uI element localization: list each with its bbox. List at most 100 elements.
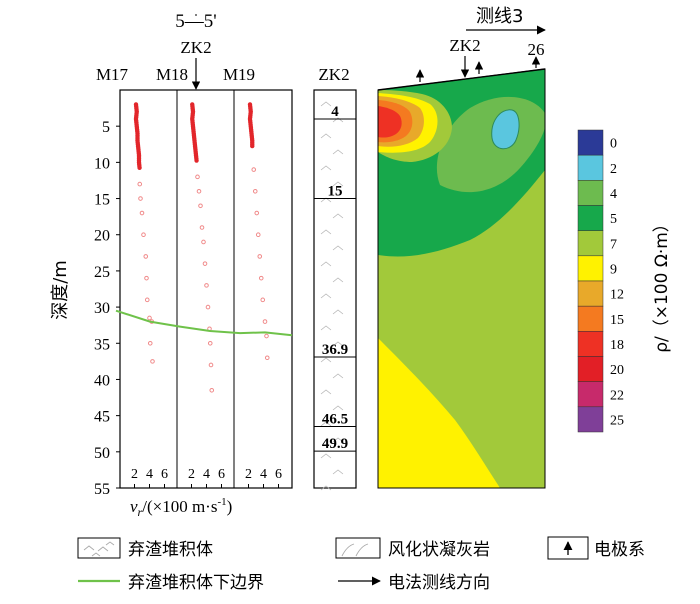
section-label: 5—5' xyxy=(175,11,216,32)
colorbar-swatch xyxy=(577,356,604,382)
colorbar-level-label: 5 xyxy=(610,212,617,227)
velocity-point xyxy=(205,304,211,310)
tuff-hatch-icon xyxy=(335,537,381,559)
legend-label-boundary: 弃渣堆积体下边界 xyxy=(128,573,264,593)
resistivity-borehole-label: ZK2 xyxy=(449,36,480,55)
depth-tick-label: 5 xyxy=(102,119,110,136)
colorbar-swatch xyxy=(577,280,604,307)
colorbar-swatch xyxy=(577,230,604,257)
velocity-point xyxy=(198,203,203,209)
borehole-depth-label: 4 xyxy=(331,104,339,120)
debris-lower-boundary-line xyxy=(115,309,293,337)
velocity-point xyxy=(196,189,202,194)
colorbar-level-label: 18 xyxy=(610,338,624,353)
colorbar-level-label: 0 xyxy=(610,137,617,152)
depth-tick-label: 10 xyxy=(94,155,110,172)
colorbar-level-label: 22 xyxy=(610,388,624,403)
velocity-tick-label: 2 xyxy=(131,467,138,482)
velocity-point xyxy=(262,319,268,324)
depth-tick-label: 15 xyxy=(94,192,110,209)
depth-ticks: 5 10 15 20 25 30 35 40 45 50 55 xyxy=(94,119,120,498)
borehole-column-frame xyxy=(313,89,357,489)
velocity-point xyxy=(208,362,214,368)
colorbar-swatch xyxy=(577,154,604,181)
colorbar-level-label: 2 xyxy=(610,162,617,177)
colorbar-level-label: 7 xyxy=(610,237,617,252)
resistivity-panel: 测线3 ZK2 26 xyxy=(377,6,546,489)
velocity-tick-label: 6 xyxy=(161,467,168,482)
colorbar-swatch xyxy=(577,180,604,206)
end-station-label: 26 xyxy=(528,40,545,59)
velocity-tick-label: 6 xyxy=(275,467,282,482)
velocity-point xyxy=(144,297,150,303)
contour-band-9 xyxy=(378,338,500,488)
colorbar-level-label: 25 xyxy=(610,413,624,428)
velocity-point xyxy=(194,158,199,163)
depth-tick-label: 55 xyxy=(94,481,110,498)
survey-line-label: 测线3 xyxy=(476,6,523,27)
velocity-point xyxy=(138,196,143,201)
station-label-m19: M19 xyxy=(223,65,255,84)
velocity-point xyxy=(255,232,261,238)
velocity-point xyxy=(141,232,146,238)
colorbar-level-label: 4 xyxy=(610,187,617,202)
colorbar-swatch xyxy=(577,255,604,282)
velocity-point xyxy=(137,181,143,187)
velocity-point xyxy=(250,143,255,149)
velocity-point xyxy=(143,254,149,259)
velocity-point xyxy=(258,275,264,281)
velocity-point xyxy=(257,254,263,259)
velocity-tick-label: 4 xyxy=(203,467,210,482)
depth-tick-label: 20 xyxy=(94,228,110,245)
borehole-depth-label: 36.9 xyxy=(322,342,348,358)
colorbar-label: ρ/（×100 Ω·m） xyxy=(652,215,672,353)
colorbar-level-label: 12 xyxy=(610,288,624,303)
velocity-tick-label: 6 xyxy=(218,467,225,482)
velocity-point xyxy=(264,355,270,361)
colorbar-level-label: 20 xyxy=(610,363,624,378)
velocity-point xyxy=(201,239,206,245)
colorbar-swatch xyxy=(577,331,604,357)
legend: 弃渣堆积体 风化状凝灰岩 电极系 弃渣堆积体下边界 电法测线方向 xyxy=(77,536,645,593)
depth-tick-label: 30 xyxy=(94,300,110,317)
depth-axis-label: 深度/m xyxy=(50,260,71,320)
legend-label-debris: 弃渣堆积体 xyxy=(128,540,213,560)
depth-tick-label: 45 xyxy=(94,409,110,426)
legend-label-tuff: 风化状凝灰岩 xyxy=(388,540,490,560)
borehole-depth-label: 15 xyxy=(328,184,343,200)
velocity-point xyxy=(144,275,149,281)
depth-tick-label: 50 xyxy=(94,445,110,462)
velocity-points xyxy=(133,102,270,393)
velocity-point xyxy=(139,210,145,216)
depth-tick-label: 40 xyxy=(94,372,110,389)
resistivity-contours xyxy=(378,69,545,488)
colorbar-swatch xyxy=(577,129,604,156)
colorbar-swatch xyxy=(577,305,604,332)
resistivity-colorbar: 0 2 4 5 7 9 12 15 18 20 22 25 ρ/（×100 Ω·m） xyxy=(577,129,672,433)
colorbar-swatch xyxy=(577,381,604,408)
velocity-point xyxy=(150,359,155,364)
contour-band-18 xyxy=(378,106,402,138)
velocity-point xyxy=(209,388,215,393)
colorbar-swatch xyxy=(577,205,604,231)
velocity-point xyxy=(137,165,142,170)
legend-label-direction: 电法测线方向 xyxy=(388,573,490,593)
legend-label-electrode: 电极系 xyxy=(594,540,645,560)
electrode-markers xyxy=(415,56,541,82)
section-borehole-label: ZK2 xyxy=(180,38,211,57)
colorbar-level-label: 15 xyxy=(610,313,624,328)
borehole-depth-label: 46.5 xyxy=(322,411,348,427)
velocity-point xyxy=(207,340,213,346)
station-label-m17: M17 xyxy=(96,65,129,84)
velocity-tick-label: 4 xyxy=(146,467,153,482)
depth-tick-label: 35 xyxy=(94,336,110,353)
depth-tick-label: 25 xyxy=(94,264,110,281)
ground-surface-line xyxy=(377,68,546,91)
velocity-point xyxy=(204,283,209,288)
velocity-point xyxy=(195,174,200,180)
colorbar-swatch xyxy=(577,406,604,433)
borehole-hatch xyxy=(320,101,344,491)
